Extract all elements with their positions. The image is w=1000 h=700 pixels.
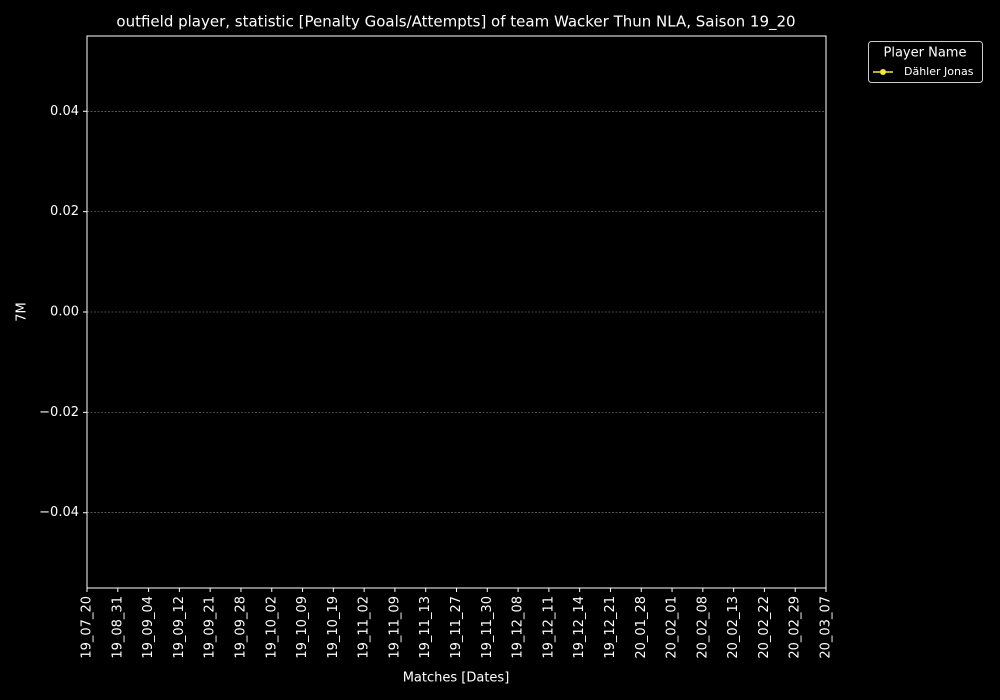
x-tick-label: 19_09_04 [141,596,156,659]
x-tick-label: 19_10_19 [326,596,341,659]
x-tick-label: 19_11_27 [449,596,464,659]
x-tick-label: 20_02_22 [757,596,772,659]
x-tick-label: 19_10_02 [264,596,279,659]
x-tick-label: 19_11_09 [387,596,402,659]
x-tick-label: 19_12_08 [511,596,526,659]
x-tick-label: 19_11_13 [418,596,433,659]
x-tick-label: 19_10_09 [295,596,310,659]
y-tick-label: 0.00 [50,305,79,320]
y-tick-label: −0.02 [39,405,79,420]
x-tick-label: 20_02_01 [665,596,680,659]
x-tick-label: 19_09_21 [203,596,218,659]
y-tick-label: −0.04 [39,505,79,520]
legend-marker [880,69,886,75]
chart-title: outfield player, statistic [Penalty Goal… [116,13,795,32]
x-tick-label: 20_01_28 [634,596,649,659]
legend-box [868,41,983,83]
x-tick-label: 20_02_13 [726,596,741,659]
x-tick-label: 19_11_30 [480,596,495,659]
y-tick-label: 0.02 [50,204,79,219]
x-tick-label: 19_11_02 [357,596,372,659]
x-tick-label: 20_02_29 [788,596,803,659]
x-tick-label: 19_09_12 [172,596,187,659]
legend-title: Player Name [884,46,967,61]
y-tick-label: 0.04 [50,104,79,119]
x-tick-label: 19_12_11 [541,596,556,659]
legend-label: Dähler Jonas [904,65,974,78]
x-axis-label: Matches [Dates] [403,671,510,686]
y-axis-label: 7M [15,302,30,322]
x-tick-label: 19_09_28 [233,596,248,659]
x-tick-label: 19_12_21 [603,596,618,659]
x-tick-label: 20_03_07 [819,596,834,659]
x-tick-label: 19_12_14 [572,596,587,659]
x-tick-label: 19_07_20 [80,596,95,659]
x-tick-label: 19_08_31 [110,596,125,659]
plot-frame [86,35,827,589]
x-tick-label: 20_02_08 [695,596,710,659]
